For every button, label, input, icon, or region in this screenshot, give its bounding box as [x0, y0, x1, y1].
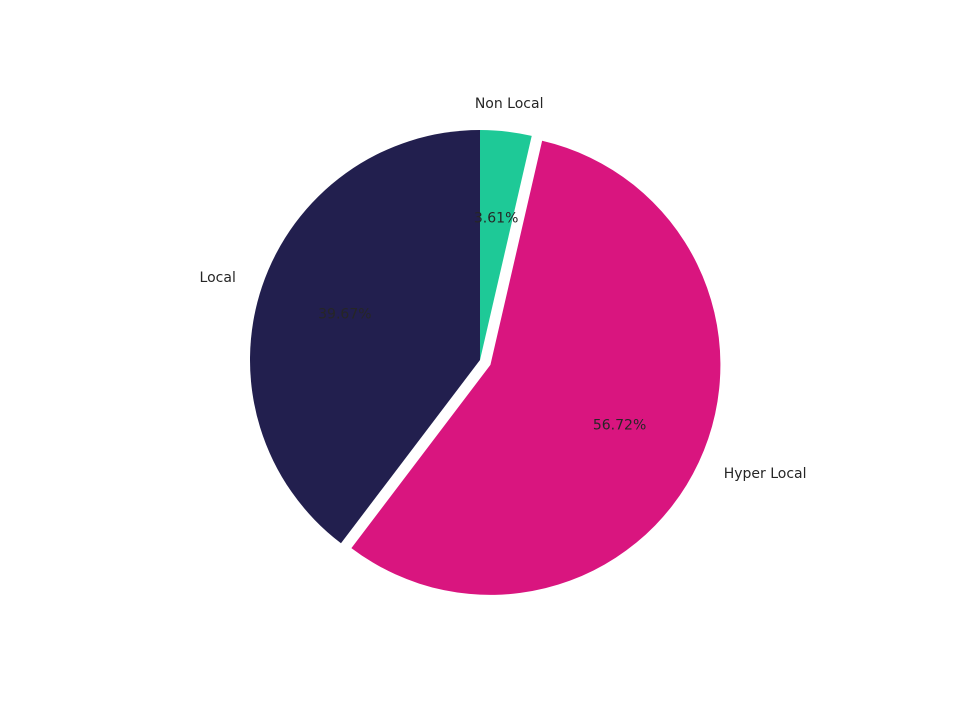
- slice-category-label: Local: [200, 270, 236, 286]
- slice-percent-label: 56.72%: [593, 417, 646, 433]
- pie-chart-container: 39.67% Local 56.72% Hyper Local 3.61% Non Loc…: [0, 0, 960, 720]
- pie-chart: 39.67% Local 56.72% Hyper Local 3.61% Non Loc…: [0, 0, 960, 720]
- slice-category-label: Hyper Local: [724, 466, 807, 482]
- slice-percent-label: 39.67%: [318, 307, 371, 323]
- slice-category-label: Non Local: [475, 96, 544, 112]
- slice-percent-label: 3.61%: [474, 210, 518, 226]
